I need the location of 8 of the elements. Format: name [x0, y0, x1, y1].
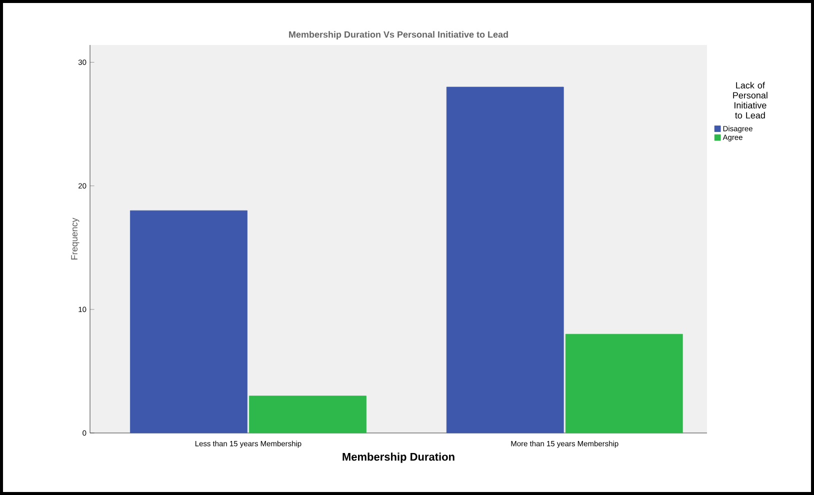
bar	[249, 396, 366, 434]
y-axis-title: Frequency	[71, 218, 80, 260]
legend-title: Lack of Personal Initiative to Lead	[733, 82, 768, 119]
bar	[446, 86, 564, 434]
bar	[565, 334, 683, 434]
chart-title: Membership Duration Vs Personal Initiative to Lead	[289, 31, 508, 40]
x-axis-title: Membership Duration	[342, 452, 454, 463]
bar	[130, 210, 248, 434]
